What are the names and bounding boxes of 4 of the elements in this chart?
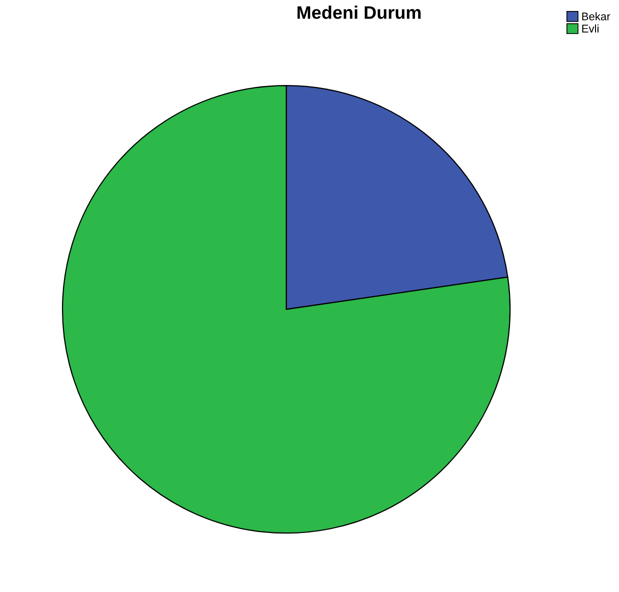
legend-label: Bekar xyxy=(582,12,610,20)
chart-title: Medeni Durum xyxy=(298,6,421,19)
pie-slice xyxy=(62,84,511,534)
legend-label: Evli xyxy=(582,24,598,32)
